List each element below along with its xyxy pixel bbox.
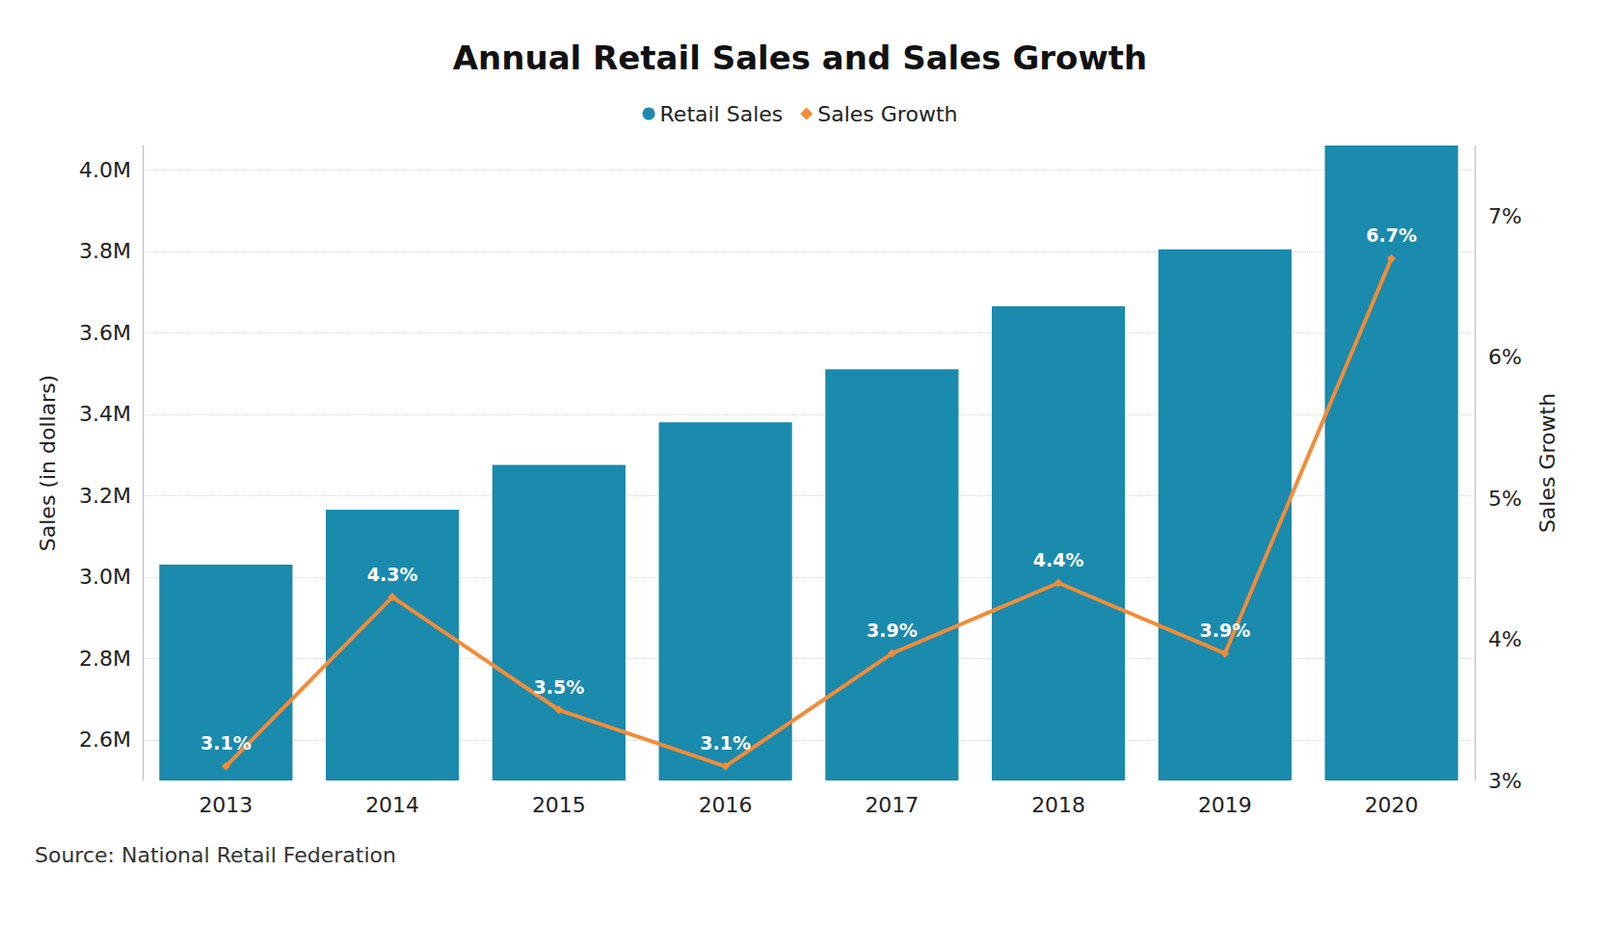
svg-text:3.9%: 3.9% — [1200, 619, 1252, 641]
svg-text:2020: 2020 — [1364, 793, 1419, 818]
svg-text:3.5%: 3.5% — [533, 676, 586, 698]
svg-text:4%: 4% — [1488, 627, 1522, 652]
svg-text:2018: 2018 — [1031, 793, 1086, 818]
svg-text:2014: 2014 — [365, 793, 420, 818]
svg-text:2.6M: 2.6M — [79, 727, 132, 752]
svg-text:Sales Growth: Sales Growth — [1535, 393, 1560, 534]
svg-text:Source: National Retail Federa: Source: National Retail Federation — [34, 843, 397, 868]
svg-text:7%: 7% — [1488, 204, 1522, 229]
svg-text:3.1%: 3.1% — [699, 732, 751, 754]
svg-text:Sales (in dollars): Sales (in dollars) — [35, 374, 60, 552]
svg-text:4.3%: 4.3% — [367, 563, 419, 586]
svg-text:2015: 2015 — [532, 793, 587, 818]
svg-text:6.7%: 6.7% — [1365, 224, 1417, 246]
svg-text:3.2M: 3.2M — [79, 483, 132, 508]
svg-text:4.0M: 4.0M — [79, 158, 132, 183]
svg-text:Retail Sales: Retail Sales — [660, 102, 784, 127]
svg-text:3.9%: 3.9% — [866, 619, 918, 641]
svg-text:6%: 6% — [1488, 345, 1522, 370]
svg-text:2017: 2017 — [864, 793, 919, 818]
svg-text:2013: 2013 — [198, 793, 253, 818]
svg-text:2.8M: 2.8M — [79, 646, 132, 671]
svg-text:3.1%: 3.1% — [200, 732, 252, 754]
svg-text:4.4%: 4.4% — [1033, 549, 1085, 571]
svg-text:2016: 2016 — [698, 793, 753, 818]
svg-text:Annual Retail Sales and Sales: Annual Retail Sales and Sales Growth — [453, 38, 1148, 78]
svg-text:3.0M: 3.0M — [79, 564, 132, 589]
svg-text:5%: 5% — [1488, 486, 1522, 511]
svg-text:2019: 2019 — [1198, 793, 1253, 818]
svg-text:3.4M: 3.4M — [79, 401, 132, 427]
svg-text:Sales Growth: Sales Growth — [817, 102, 958, 127]
svg-text:3.6M: 3.6M — [79, 320, 132, 346]
svg-text:3.8M: 3.8M — [79, 239, 132, 264]
svg-text:3%: 3% — [1488, 769, 1522, 794]
